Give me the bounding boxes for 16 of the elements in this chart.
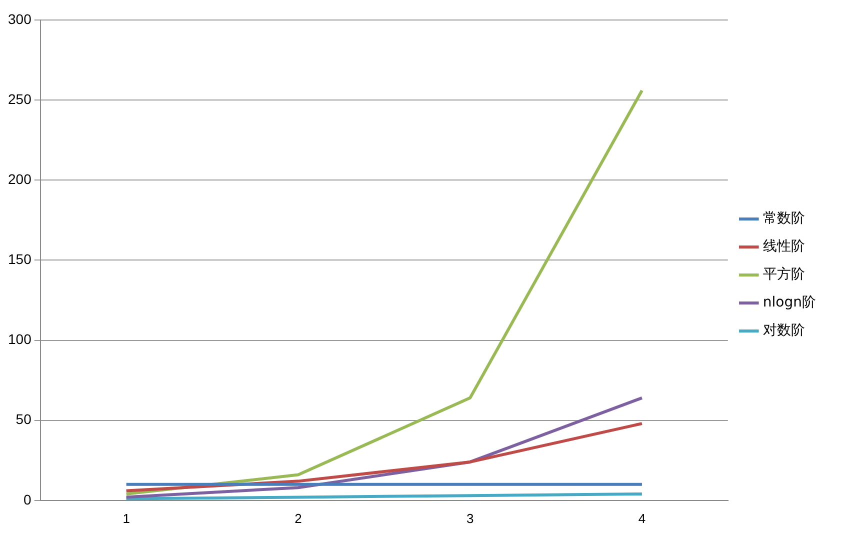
legend-label: nlogn阶 <box>762 294 816 311</box>
legend-label: 常数阶 <box>762 210 805 227</box>
x-tick-label: 2 <box>294 510 302 526</box>
y-tick-label: 300 <box>8 10 32 27</box>
x-tick-label: 1 <box>122 510 130 526</box>
y-tick-label: 250 <box>8 90 32 107</box>
y-tick-label: 200 <box>8 170 32 187</box>
y-tick-label: 0 <box>24 491 32 508</box>
legend-label: 对数阶 <box>762 322 805 339</box>
y-tick-label: 50 <box>16 411 32 428</box>
legend-label: 线性阶 <box>762 238 805 255</box>
legend-label: 平方阶 <box>762 266 805 283</box>
y-tick-label: 100 <box>8 331 32 348</box>
y-tick-label: 150 <box>8 251 32 268</box>
x-tick-label: 3 <box>466 510 474 526</box>
x-tick-label: 4 <box>638 510 646 526</box>
